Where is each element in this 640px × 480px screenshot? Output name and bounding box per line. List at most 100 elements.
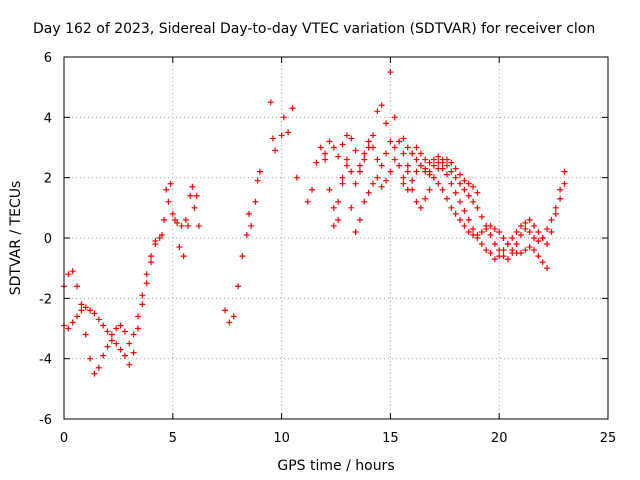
data-point-track-3 <box>222 307 229 314</box>
data-point-track-1 <box>69 268 76 275</box>
data-point-track-1 <box>161 216 168 223</box>
x-tick-label: 5 <box>169 431 177 446</box>
data-point-track-1 <box>121 352 128 359</box>
data-point-track-3 <box>254 177 261 184</box>
data-point-track-5 <box>400 180 407 187</box>
data-point-track-4 <box>326 138 333 145</box>
data-point-track-5 <box>448 180 455 187</box>
data-point-track-5 <box>404 186 411 193</box>
data-point-track-3 <box>422 195 429 202</box>
data-point-track-6 <box>413 144 420 151</box>
data-point-track-5 <box>391 144 398 151</box>
data-point-track-5 <box>435 159 442 166</box>
data-point-track-4 <box>374 108 381 115</box>
data-point-track-4 <box>335 153 342 160</box>
data-point-track-4 <box>522 247 529 254</box>
data-point-track-3 <box>278 132 285 139</box>
data-point-track-5 <box>365 138 372 145</box>
chart-title: Day 162 of 2023, Sidereal Day-to-day VTE… <box>33 21 595 37</box>
data-point-track-1 <box>174 219 181 226</box>
data-point-track-3 <box>448 159 455 166</box>
data-point-track-3 <box>245 210 252 217</box>
data-point-track-3 <box>400 150 407 157</box>
data-point-track-2 <box>87 307 94 314</box>
data-point-track-3 <box>404 168 411 175</box>
data-point-track-6 <box>457 180 464 187</box>
data-point-track-4 <box>413 156 420 163</box>
data-point-track-5 <box>422 165 429 172</box>
data-point-track-6 <box>487 231 494 238</box>
data-point-track-3 <box>248 222 255 229</box>
data-point-track-2 <box>158 231 165 238</box>
data-point-track-1 <box>117 346 124 353</box>
data-point-track-4 <box>535 253 542 260</box>
data-point-track-3 <box>452 165 459 172</box>
data-point-track-5 <box>352 180 359 187</box>
data-point-track-4 <box>457 216 464 223</box>
data-point-track-1 <box>74 283 81 290</box>
data-point-track-3 <box>356 216 363 223</box>
data-point-track-2 <box>143 271 150 278</box>
data-point-track-4 <box>361 156 368 163</box>
data-point-track-5 <box>557 186 564 193</box>
data-point-track-1 <box>178 222 185 229</box>
data-point-track-2 <box>113 325 120 332</box>
data-point-track-3 <box>252 198 259 205</box>
data-point-track-1 <box>191 204 198 211</box>
data-point-track-5 <box>378 162 385 169</box>
data-point-track-5 <box>465 216 472 223</box>
data-point-track-6 <box>539 235 546 241</box>
data-point-track-1 <box>82 331 89 338</box>
data-point-track-3 <box>378 183 385 190</box>
data-point-track-5 <box>343 156 350 163</box>
data-point-track-4 <box>391 114 398 121</box>
y-tick-label: 6 <box>44 51 52 66</box>
data-point-track-1 <box>187 192 194 199</box>
x-tick-label: 15 <box>382 431 399 446</box>
data-point-track-3 <box>239 253 246 260</box>
data-point-track-5 <box>426 168 433 175</box>
data-point-track-5 <box>374 156 381 163</box>
data-point-track-5 <box>356 168 363 175</box>
data-point-track-6 <box>535 238 542 245</box>
data-point-track-1 <box>169 210 176 217</box>
data-point-track-6 <box>531 235 538 241</box>
data-point-track-3 <box>230 313 237 320</box>
data-point-track-6 <box>461 186 468 193</box>
data-point-track-2 <box>171 216 178 223</box>
data-point-track-3 <box>383 177 390 184</box>
data-point-track-3 <box>313 159 320 166</box>
data-point-track-3 <box>374 174 381 181</box>
data-point-track-4 <box>491 225 498 232</box>
data-point-track-3 <box>289 105 296 112</box>
data-point-track-3 <box>413 198 420 205</box>
data-point-track-3 <box>326 186 333 193</box>
data-point-track-4 <box>500 235 507 241</box>
data-point-track-4 <box>452 210 459 217</box>
data-point-track-6 <box>552 204 559 211</box>
data-point-track-6 <box>435 153 442 160</box>
data-point-track-4 <box>478 228 485 235</box>
data-point-track-6 <box>548 216 555 223</box>
data-point-track-6 <box>544 225 551 232</box>
data-point-track-5 <box>548 228 555 235</box>
data-point-track-1 <box>95 364 102 371</box>
data-point-track-5 <box>361 150 368 157</box>
x-axis-label: GPS time / hours <box>277 458 394 474</box>
data-point-track-2 <box>163 186 170 193</box>
data-point-track-1 <box>65 271 72 278</box>
data-point-track-2 <box>78 307 85 314</box>
data-point-track-3 <box>335 216 342 223</box>
x-tick-label: 20 <box>491 431 508 446</box>
data-point-track-2 <box>104 328 111 335</box>
data-point-track-3 <box>322 156 329 163</box>
data-point-track-5 <box>483 247 490 254</box>
data-point-track-4 <box>430 174 437 181</box>
data-point-track-1 <box>148 259 155 266</box>
data-point-track-6 <box>404 162 411 169</box>
data-point-track-4 <box>539 259 546 266</box>
data-point-track-4 <box>383 120 390 127</box>
grid-lines <box>64 57 608 419</box>
data-point-track-4 <box>517 250 524 257</box>
